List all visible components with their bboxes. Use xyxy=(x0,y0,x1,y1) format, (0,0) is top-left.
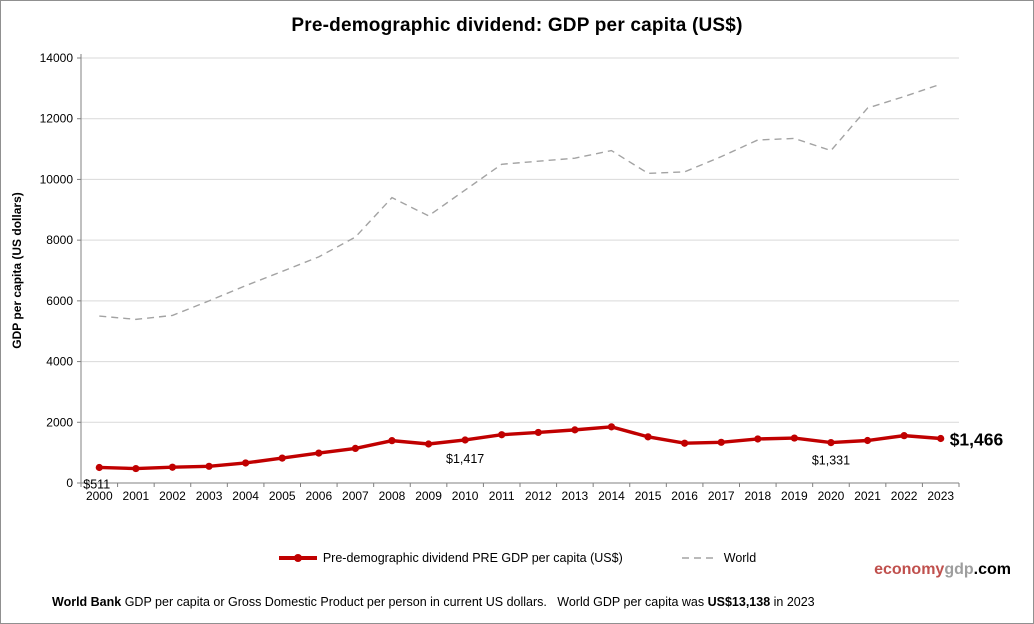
x-tick-label: 2022 xyxy=(891,489,918,503)
line-marker-swatch-icon xyxy=(278,554,317,562)
x-tick-label: 2005 xyxy=(269,489,296,503)
x-tick-label: 2010 xyxy=(452,489,479,503)
data-point-marker xyxy=(534,428,542,437)
chart-title: Pre-demographic dividend: GDP per capita… xyxy=(291,15,743,36)
data-point-marker xyxy=(315,449,323,457)
x-tick-label: 2000 xyxy=(86,489,113,503)
series-line-world xyxy=(99,83,941,321)
x-tick-label: 2017 xyxy=(708,489,735,503)
data-point-marker xyxy=(461,436,469,444)
data-point-marker xyxy=(351,444,359,452)
annotation-label: $511 xyxy=(83,477,110,491)
x-tick-label: 2003 xyxy=(196,489,223,503)
data-point-marker xyxy=(827,438,835,447)
data-point-marker xyxy=(937,434,945,443)
annotation-label: $1,417 xyxy=(446,452,484,466)
x-tick-label: 2020 xyxy=(818,489,845,503)
data-point-marker xyxy=(644,433,652,441)
y-tick-label: 6000 xyxy=(46,294,73,308)
data-point-marker xyxy=(205,462,213,470)
data-point-marker xyxy=(388,437,396,445)
y-axis-title: GDP per capita (US dollars) xyxy=(10,192,24,349)
brand-link[interactable]: economygdp.com xyxy=(874,561,1011,579)
x-tick-label: 2001 xyxy=(123,489,150,503)
footnote-source: World Bank xyxy=(52,595,122,609)
data-point-marker xyxy=(863,436,872,445)
annotation-label: $1,331 xyxy=(812,454,850,468)
x-tick-label: 2007 xyxy=(342,489,369,503)
x-tick-label: 2012 xyxy=(525,489,552,503)
x-tick-label: 2011 xyxy=(489,489,515,503)
data-point-marker xyxy=(498,431,506,439)
x-tick-label: 2013 xyxy=(562,489,589,503)
brand-gdp: gdp xyxy=(944,561,974,578)
legend-item-pre: Pre-demographic dividend PRE GDP per cap… xyxy=(278,551,623,565)
x-tick-label: 2019 xyxy=(781,489,808,503)
legend: Pre-demographic dividend PRE GDP per cap… xyxy=(1,551,1033,565)
data-point-marker xyxy=(900,432,908,440)
y-tick-label: 4000 xyxy=(46,355,73,369)
annotation-label: $1,466 xyxy=(950,429,1004,449)
brand-com: .com xyxy=(973,561,1011,578)
footnote: World Bank GDP per capita or Gross Domes… xyxy=(52,595,815,609)
x-tick-label: 2023 xyxy=(927,489,954,503)
x-tick-label: 2018 xyxy=(744,489,771,503)
x-tick-label: 2008 xyxy=(379,489,406,503)
y-tick-label: 0 xyxy=(66,476,73,490)
x-tick-label: 2004 xyxy=(232,489,259,503)
legend-item-world: World xyxy=(681,551,756,565)
data-point-marker xyxy=(278,454,286,462)
data-point-marker xyxy=(168,463,177,471)
x-tick-label: 2015 xyxy=(635,489,662,503)
y-tick-label: 14000 xyxy=(40,51,74,65)
data-point-marker xyxy=(681,439,689,447)
data-point-marker xyxy=(607,423,616,431)
data-point-marker xyxy=(754,435,762,443)
data-point-marker xyxy=(132,464,140,473)
x-tick-label: 2009 xyxy=(415,489,442,503)
data-point-marker xyxy=(717,438,725,446)
y-tick-label: 10000 xyxy=(40,172,74,186)
legend-label-world: World xyxy=(723,551,757,565)
legend-label-pre: Pre-demographic dividend PRE GDP per cap… xyxy=(322,551,623,565)
x-tick-label: 2006 xyxy=(305,489,332,503)
data-point-marker xyxy=(424,440,433,448)
x-tick-label: 2014 xyxy=(598,489,625,503)
y-tick-label: 8000 xyxy=(46,233,73,247)
x-tick-label: 2002 xyxy=(159,489,186,503)
data-point-marker xyxy=(571,426,579,434)
footnote-world-value: US$13,138 xyxy=(707,595,771,609)
footnote-text-2: in 2023 xyxy=(770,595,815,609)
brand-economy: economy xyxy=(874,561,945,578)
y-tick-label: 2000 xyxy=(46,415,73,429)
y-tick-label: 12000 xyxy=(40,112,74,126)
data-point-marker xyxy=(790,434,798,442)
dashed-line-swatch-icon xyxy=(681,557,718,559)
data-point-marker xyxy=(95,463,103,472)
series-line-pre xyxy=(99,425,941,471)
data-point-marker xyxy=(242,459,250,467)
x-tick-label: 2021 xyxy=(854,489,881,503)
x-tick-label: 2016 xyxy=(671,489,698,503)
footnote-text-1: GDP per capita or Gross Domestic Product… xyxy=(121,595,708,609)
